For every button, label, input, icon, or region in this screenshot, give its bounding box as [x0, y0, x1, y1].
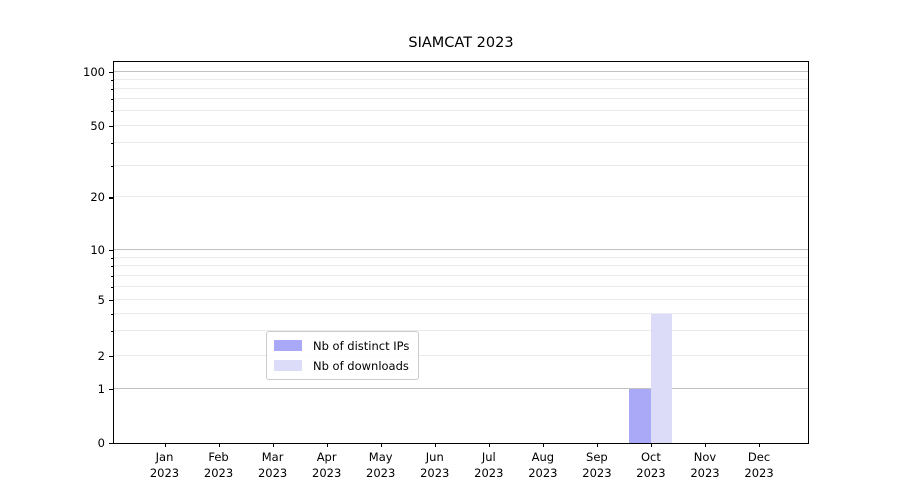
y-axis-tick-label-2: 2 [97, 348, 105, 363]
x-axis-tick-mark-mar [272, 443, 274, 447]
y-axis-tick-label-100: 100 [83, 64, 105, 79]
x-axis-tick-mark-dec [759, 443, 761, 447]
y-gridline-30 [114, 164, 808, 166]
y-axis-minor-tick-mark [110, 143, 113, 145]
y-axis-minor-tick-mark [110, 266, 113, 268]
y-gridline-60 [114, 110, 808, 112]
y-axis-minor-tick-mark [110, 79, 113, 81]
y-axis-minor-tick-mark [110, 313, 113, 315]
bar-distinct-ips-oct [629, 388, 651, 443]
y-gridline-40 [114, 142, 808, 144]
y-axis-tick-mark [109, 300, 113, 302]
y-axis-minor-tick-mark [110, 165, 113, 167]
y-axis-tick-mark [109, 355, 113, 357]
x-axis-tick-mark-jan [164, 443, 166, 447]
y-axis-tick-mark [109, 443, 113, 445]
y-gridline-100 [114, 70, 808, 72]
y-axis-tick-label-20: 20 [90, 190, 105, 205]
x-axis-tick-mark-sep [596, 443, 599, 447]
y-axis-minor-tick-mark [110, 331, 113, 333]
x-axis-tick-mark-apr [326, 443, 328, 447]
chart-title: SIAMCAT 2023 [408, 35, 514, 51]
y-axis-minor-tick-mark [110, 89, 113, 91]
x-axis-tick-mark-feb [218, 443, 220, 447]
y-gridline-80 [114, 88, 808, 90]
y-axis-tick-mark [109, 388, 113, 390]
legend-swatch-downloads [274, 360, 302, 371]
legend: Nb of distinct IPs Nb of downloads [266, 331, 420, 380]
x-axis-tick-mark-oct [650, 443, 653, 447]
y-gridline-9 [114, 256, 808, 258]
y-gridline-70 [114, 98, 808, 100]
y-axis-tick-label-0: 0 [97, 436, 105, 450]
y-axis-minor-tick-mark [110, 111, 113, 113]
y-axis-tick-label-10: 10 [90, 243, 105, 258]
x-axis-tick-label-mar: Mar 2023 [257, 450, 288, 480]
bar-downloads-oct [650, 313, 673, 443]
y-gridline-8 [114, 265, 808, 267]
legend-label-downloads: Nb of downloads [313, 358, 409, 373]
y-gridline-6 [114, 285, 808, 287]
y-gridline-4 [114, 312, 808, 314]
x-axis-tick-label-nov: Nov 2023 [690, 450, 720, 480]
y-axis-tick-label-5: 5 [97, 293, 105, 307]
plot-area [113, 61, 809, 444]
y-axis-minor-tick-mark [110, 257, 113, 259]
x-axis-tick-mark-may [380, 443, 382, 447]
x-axis-tick-mark-jul [488, 443, 490, 447]
legend-item-distinct-ips: Nb of distinct IPs [274, 337, 409, 354]
y-gridline-90 [114, 78, 808, 80]
y-gridline-50 [114, 124, 808, 126]
x-axis-tick-label-jan: Jan 2023 [149, 450, 180, 480]
y-gridline-5 [114, 299, 808, 301]
x-axis-tick-mark-aug [542, 443, 545, 447]
y-axis-tick-label-50: 50 [90, 118, 105, 133]
x-axis-tick-mark-jun [434, 443, 436, 447]
x-axis-tick-mark-nov [705, 443, 707, 447]
x-axis-tick-label-jul: Jul 2023 [474, 450, 504, 480]
y-gridline-7 [114, 274, 808, 276]
y-gridline-1 [114, 387, 808, 389]
y-gridline-10 [114, 249, 808, 251]
y-axis-minor-tick-mark [110, 275, 113, 277]
y-gridline-3 [114, 330, 808, 332]
y-gridline-2 [114, 354, 808, 356]
x-axis-tick-label-jun: Jun 2023 [420, 450, 450, 480]
x-axis-tick-label-apr: Apr 2023 [312, 450, 342, 480]
x-axis-tick-label-feb: Feb 2023 [203, 450, 234, 480]
y-axis-tick-mark [109, 71, 113, 73]
y-axis-tick-mark [109, 125, 113, 127]
y-axis-tick-mark [109, 197, 113, 199]
legend-label-distinct-ips: Nb of distinct IPs [313, 338, 410, 353]
legend-item-downloads: Nb of downloads [274, 357, 409, 374]
x-axis-tick-label-may: May 2023 [366, 450, 396, 480]
y-axis-tick-label-1: 1 [97, 381, 105, 396]
y-axis-minor-tick-mark [110, 286, 113, 288]
x-axis-tick-label-oct: Oct 2023 [636, 450, 666, 480]
x-axis-tick-label-sep: Sep 2023 [582, 450, 612, 480]
legend-swatch-distinct-ips [274, 340, 302, 351]
x-axis-tick-label-aug: Aug 2023 [528, 450, 558, 480]
x-axis-tick-label-dec: Dec 2023 [744, 450, 774, 480]
y-gridline-20 [114, 196, 808, 198]
y-axis-tick-mark [109, 250, 113, 252]
y-axis-minor-tick-mark [110, 99, 113, 101]
